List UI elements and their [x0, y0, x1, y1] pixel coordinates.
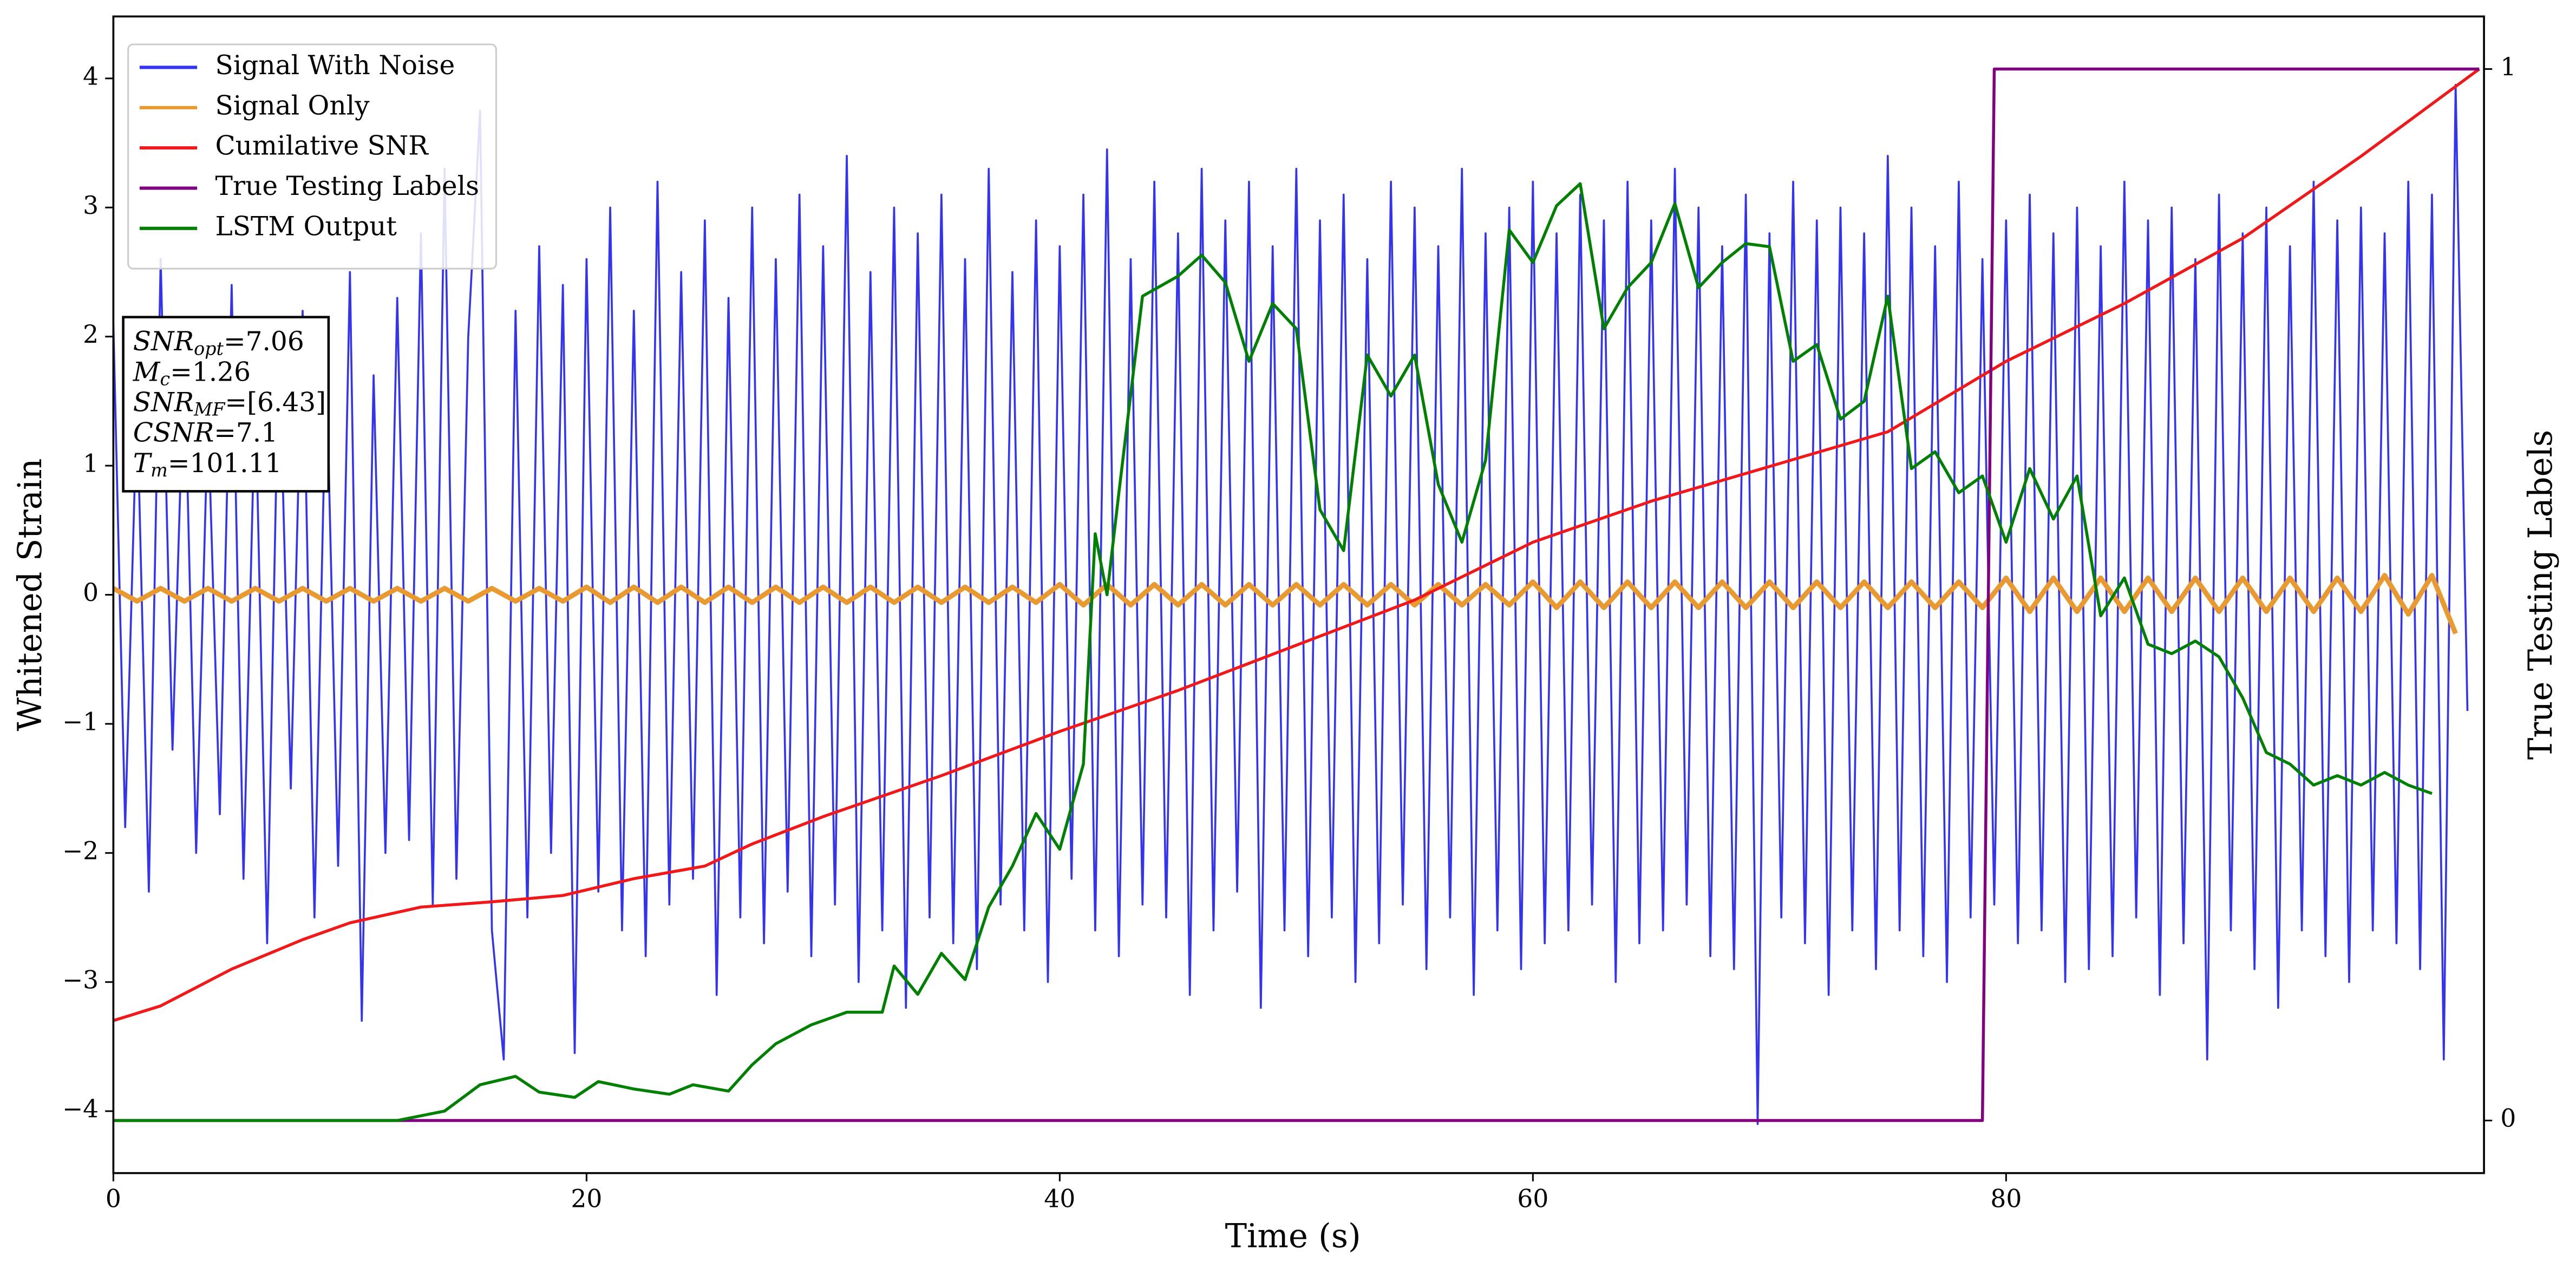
annotation-symbol: T — [133, 448, 153, 478]
y-tick-label: 3 — [83, 191, 99, 220]
legend-box — [127, 43, 497, 270]
annotation-subscript: c — [160, 369, 171, 390]
series-line — [113, 67, 2480, 1122]
legend-label: Signal Only — [215, 90, 370, 121]
y2-tick-label: 1 — [2500, 53, 2516, 81]
y-tick-label: 2 — [83, 320, 99, 349]
annotation-line: SNRMF=[6.43] — [133, 387, 326, 420]
annotation-line: SNRopt=7.06 — [133, 326, 304, 360]
legend-label: Signal With Noise — [215, 50, 455, 81]
y-tick-label: 1 — [83, 449, 99, 478]
x-tick-label: 80 — [1990, 1185, 2022, 1213]
series-line — [113, 573, 2458, 635]
annotation-subscript: MF — [193, 399, 226, 420]
x-tick-label: 20 — [571, 1185, 602, 1213]
annotation-symbol: SNR — [133, 387, 194, 417]
annotation-line: Mc=1.26 — [133, 357, 251, 390]
annotation-box — [122, 316, 330, 493]
y-tick-label: −4 — [62, 1095, 99, 1123]
series-line — [113, 68, 2480, 1022]
legend-label: Cumilative SNR — [215, 131, 429, 161]
annotation-value: =1.26 — [170, 357, 251, 387]
annotation-subscript: m — [151, 460, 168, 481]
series-line — [113, 83, 2469, 1125]
y-tick-label: 0 — [83, 578, 99, 607]
y-tick-label: −1 — [62, 707, 99, 736]
x-axis-label: Time (s) — [1225, 1218, 1361, 1256]
plot-area — [113, 67, 2480, 1125]
legend-label: True Testing Labels — [215, 171, 480, 201]
annotation-subscript: opt — [194, 338, 224, 359]
y-tick-label: 4 — [83, 62, 99, 90]
y-tick-label: −3 — [62, 965, 99, 994]
annotation-value: =7.06 — [224, 326, 304, 357]
y-tick-label: −2 — [62, 837, 99, 865]
annotation-line: Tm=101.11 — [133, 448, 282, 481]
x-tick-label: 0 — [106, 1185, 121, 1213]
annotation-value: =101.11 — [168, 448, 282, 478]
annotation-symbol: CSNR — [133, 417, 214, 448]
y2-tick-label: 0 — [2500, 1104, 2516, 1133]
annotation-symbol: M — [133, 357, 161, 387]
x-tick-label: 60 — [1517, 1185, 1548, 1213]
annotation-value: =7.1 — [214, 417, 278, 448]
annotation-line: CSNR=7.1 — [133, 417, 278, 448]
y-axis-label: Whitened Strain — [11, 459, 49, 731]
x-tick-label: 40 — [1044, 1185, 1075, 1213]
annotation-symbol: SNR — [133, 326, 194, 357]
y2-axis-label: True Testing Labels — [2522, 430, 2560, 760]
legend-label: LSTM Output — [215, 211, 397, 241]
series-line — [113, 182, 2433, 1122]
annotation-value: =[6.43] — [225, 387, 326, 417]
